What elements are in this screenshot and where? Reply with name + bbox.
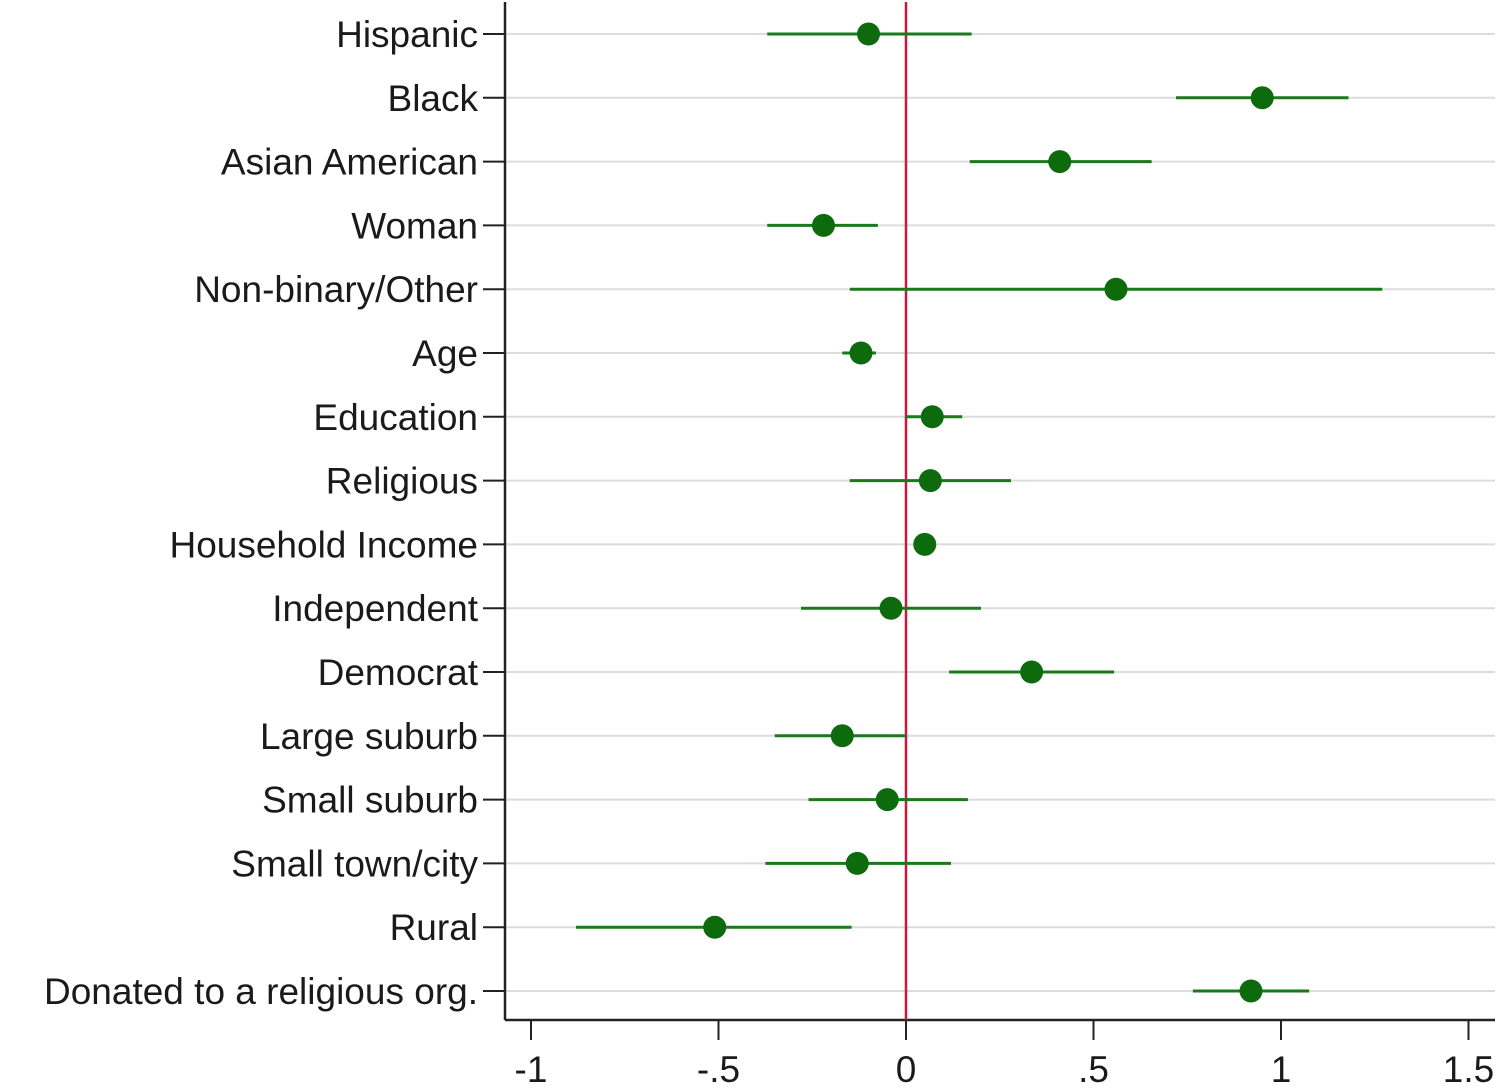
y-tick-label: Black: [388, 78, 479, 119]
estimate-point: [857, 22, 880, 46]
estimate-point: [1020, 660, 1044, 684]
x-tick-label: -.5: [697, 1049, 740, 1086]
y-tick-label: Independent: [272, 588, 478, 629]
y-tick-label: Small suburb: [262, 780, 478, 821]
estimate-point: [920, 405, 944, 429]
y-tick-label: Household Income: [169, 524, 478, 565]
estimate-point: [812, 213, 835, 237]
estimate-point: [830, 724, 854, 748]
x-tick-label: 0: [896, 1049, 917, 1086]
y-tick-label: Woman: [351, 205, 478, 246]
y-tick-label: Hispanic: [336, 14, 478, 55]
x-tick-label: -1: [515, 1049, 548, 1086]
estimate-point: [875, 788, 899, 812]
confidence-interval-layer: [576, 32, 1383, 993]
estimate-point: [703, 915, 727, 939]
y-tick-label: Rural: [390, 907, 478, 948]
estimate-point: [879, 596, 903, 620]
y-tick-label: Donated to a religious org.: [44, 971, 478, 1012]
x-tick-label: 1.5: [1443, 1049, 1494, 1086]
estimate-point: [1239, 979, 1263, 1003]
estimate-point: [1250, 86, 1274, 110]
x-tick-label: .5: [1078, 1049, 1109, 1086]
estimate-point: [1048, 150, 1072, 174]
grid-layer: [505, 33, 1495, 992]
category-label-layer: Hispanic Black Asian American Woman Non-bina…: [44, 14, 479, 1012]
estimate-point: [845, 851, 869, 875]
estimate-point: [918, 469, 942, 493]
estimate-marker-layer: [703, 22, 1274, 1003]
y-tick-label: Education: [313, 397, 478, 438]
y-tick-label: Religious: [326, 461, 478, 502]
y-tick-label: Democrat: [318, 652, 479, 693]
y-tick-label: Asian American: [221, 142, 478, 183]
y-tick-label: Large suburb: [260, 716, 478, 757]
y-tick-label: Small town/city: [231, 843, 478, 884]
estimate-point: [849, 341, 873, 365]
axis-layer: [483, 2, 1495, 1022]
x-tick-layer: -1 -.5 0 .5 1 1.5: [515, 1020, 1494, 1090]
x-tick-label: 1: [1271, 1049, 1292, 1086]
estimate-point: [1104, 277, 1128, 301]
y-tick-label: Age: [412, 333, 478, 374]
y-tick-label: Non-binary/Other: [194, 269, 478, 310]
estimate-point: [913, 532, 937, 556]
